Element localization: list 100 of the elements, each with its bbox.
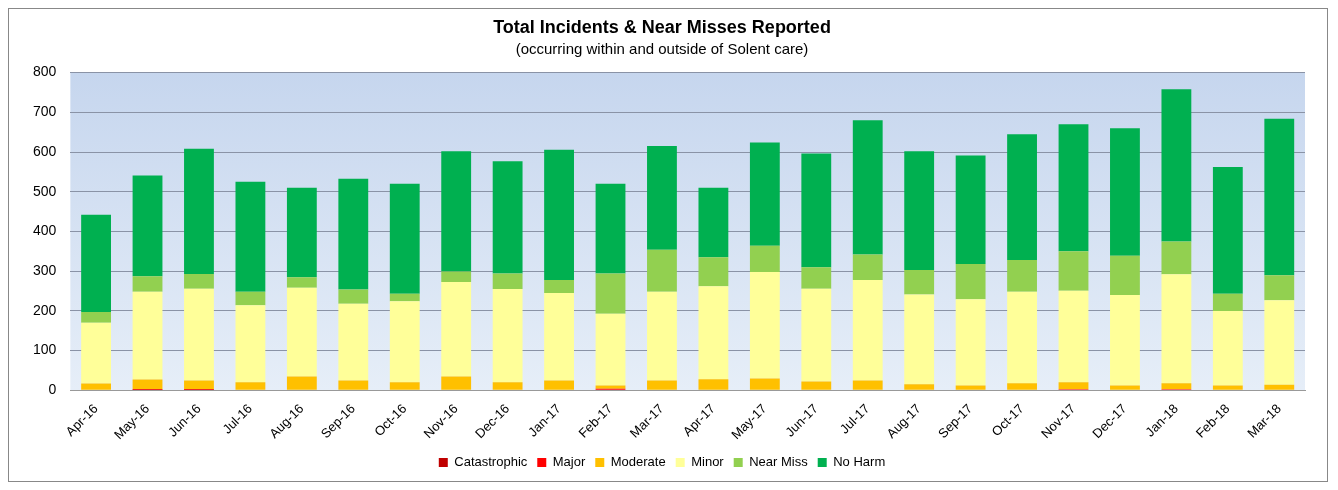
bar	[1212, 293, 1243, 311]
y-tick-label: 0	[48, 381, 57, 398]
bar	[1110, 385, 1140, 390]
bar	[81, 322, 111, 384]
bar	[184, 380, 214, 390]
bar	[441, 271, 472, 282]
bar	[1161, 241, 1192, 275]
bar	[955, 385, 986, 390]
bar	[904, 384, 935, 390]
bar	[492, 273, 523, 290]
bar	[1007, 134, 1037, 261]
y-tick-label: 700	[33, 103, 57, 120]
bar	[132, 175, 163, 277]
bar	[1110, 295, 1140, 386]
bar	[801, 267, 832, 289]
bar	[81, 312, 111, 323]
bar	[1110, 255, 1140, 295]
bar	[389, 382, 420, 390]
y-tick-label: 600	[33, 142, 57, 159]
bar	[955, 299, 986, 386]
bar	[338, 303, 369, 381]
bar	[647, 249, 677, 292]
bar	[492, 382, 523, 390]
bar	[1212, 310, 1243, 386]
bar	[595, 183, 626, 274]
bar	[1212, 167, 1243, 294]
bar	[955, 264, 986, 300]
y-tick-label: 400	[33, 222, 57, 239]
bar	[338, 380, 369, 390]
y-tick-label: 500	[33, 182, 57, 199]
bar	[184, 288, 214, 381]
bar	[1058, 251, 1089, 291]
bar	[1264, 275, 1295, 301]
bar	[184, 273, 214, 289]
y-tick-label: 800	[33, 63, 57, 80]
bar	[1007, 291, 1037, 384]
bar	[904, 151, 935, 270]
bar	[132, 276, 163, 292]
bar	[852, 380, 883, 390]
bar	[1058, 290, 1089, 383]
bar	[647, 146, 677, 250]
y-tick-label: 200	[33, 301, 57, 318]
bar	[647, 380, 677, 390]
legend-label: Minor	[691, 454, 725, 470]
bar	[698, 286, 729, 380]
bar	[132, 291, 163, 380]
bar	[595, 313, 626, 386]
bar	[801, 153, 832, 268]
bar	[801, 381, 832, 390]
bar	[338, 289, 369, 304]
bar	[1212, 385, 1243, 390]
bar	[389, 183, 420, 294]
bar	[801, 288, 832, 382]
bar	[184, 148, 214, 274]
bar	[647, 291, 677, 381]
bar	[492, 161, 523, 274]
bar	[441, 376, 472, 390]
legend-label: Near Miss	[749, 454, 809, 470]
bar	[904, 269, 935, 295]
bar	[1058, 124, 1089, 252]
bar	[955, 155, 986, 265]
bar	[698, 187, 729, 258]
bar	[544, 149, 574, 280]
bar	[749, 378, 780, 390]
bar	[1264, 300, 1295, 385]
bar	[235, 305, 266, 383]
bar	[1110, 128, 1140, 256]
bar	[1161, 274, 1192, 384]
bar	[1007, 383, 1037, 390]
bar	[1161, 89, 1192, 242]
bar	[698, 257, 729, 287]
bar	[1007, 260, 1037, 292]
bar	[595, 273, 626, 314]
bar	[235, 291, 266, 306]
bar	[852, 254, 883, 280]
bar	[338, 178, 369, 290]
bar	[544, 293, 574, 381]
bar	[235, 382, 266, 390]
bar	[132, 379, 163, 390]
bar	[1264, 118, 1295, 276]
bar	[749, 271, 780, 379]
bar	[441, 281, 472, 377]
bar	[749, 245, 780, 272]
bar	[852, 279, 883, 381]
bar	[235, 181, 266, 292]
bar	[852, 120, 883, 255]
y-tick-label: 300	[33, 262, 57, 279]
bar	[389, 301, 420, 383]
bar	[749, 142, 780, 246]
legend-label: Catastrophic	[454, 454, 528, 470]
bar	[492, 289, 523, 383]
bar	[544, 380, 574, 390]
bar	[389, 293, 420, 302]
legend-label: Moderate	[610, 454, 666, 470]
bar	[286, 287, 317, 377]
chart-subtitle: (occurring within and outside of Solent care)	[515, 39, 809, 57]
bar	[286, 376, 317, 390]
bar	[81, 214, 111, 313]
legend-label: No Harm	[833, 454, 886, 470]
bar	[544, 279, 574, 294]
